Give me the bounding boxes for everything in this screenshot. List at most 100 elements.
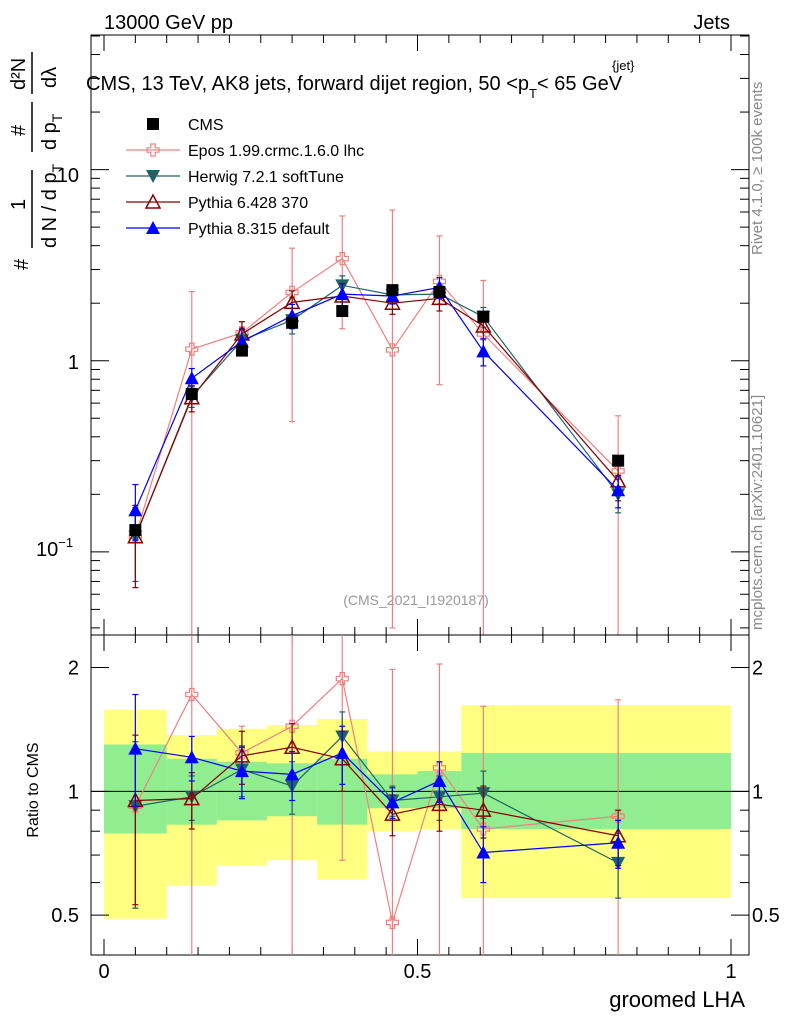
- ratio-open-cross-point: [335, 672, 349, 686]
- main-ylabel: # 1 d N / d pT # d pT d²N dλ: [8, 52, 65, 270]
- main-open-triangle-series: [127, 283, 627, 589]
- ratio-ytick-label-right: 1: [752, 781, 763, 803]
- main-triangle-point: [611, 483, 626, 497]
- main-triangle-series: [128, 277, 626, 541]
- ratio-open-cross-point: [185, 687, 199, 702]
- ratio-triangle-point: [611, 835, 626, 849]
- main-open-cross-point: [335, 252, 349, 266]
- ylabel-mid-den: d pT: [39, 113, 65, 150]
- ratio-triangle-point: [234, 764, 249, 778]
- main-square-point: [129, 524, 142, 537]
- ratio-open-triangle-point: [183, 790, 201, 806]
- main-square-point: [235, 344, 248, 357]
- legend-item: Epos 1.99.crmc.1.6.0 lhc: [126, 143, 364, 160]
- chart-title-sup: {jet}: [612, 58, 635, 73]
- ratio-open-cross-point: [432, 761, 447, 775]
- rivet-label: Rivet 4.1.0, ≥ 100k events: [749, 82, 766, 255]
- ratio-triangle-point: [184, 750, 199, 764]
- main-square-point: [336, 305, 349, 318]
- x-axis-label: groomed LHA: [609, 987, 745, 1012]
- main-panel: (CMS_2021_I1920187) CMS, 13 TeV, AK8 jet…: [86, 34, 750, 636]
- main-down-triangle-line: [134, 284, 619, 537]
- main-square-point: [286, 316, 299, 329]
- legend-marker: [146, 221, 160, 234]
- legend-label: Pythia 8.315 default: [188, 221, 330, 238]
- ratio-ylabel: Ratio to CMS: [25, 742, 42, 837]
- ratio-triangle-series: [128, 693, 626, 884]
- legend-marker: [144, 193, 162, 209]
- legend-item: Pythia 8.315 default: [126, 221, 330, 238]
- main-open-cross-point: [385, 343, 400, 357]
- main-square-series: [129, 284, 625, 537]
- ylabel-hash-2: #: [8, 124, 30, 136]
- chart-title-tail: < 65 GeV: [537, 73, 623, 95]
- ylabel-frac-num: 1: [8, 199, 30, 210]
- ratio-triangle-point: [285, 767, 300, 781]
- ylabel-hash-1: #: [11, 258, 33, 270]
- ratio-ytick-label: 1: [68, 781, 79, 803]
- ratio-ytick-label: 2: [68, 658, 79, 680]
- ratio-open-cross-point: [235, 746, 249, 760]
- ytick-label-1: 1: [68, 352, 79, 374]
- main-open-cross-series: [128, 209, 625, 635]
- ratio-open-triangle-point: [384, 805, 401, 821]
- main-open-cross-point: [185, 342, 199, 356]
- watermark: (CMS_2021_I1920187): [343, 592, 489, 608]
- main-triangle-point: [234, 334, 249, 348]
- main-square-point: [386, 284, 399, 297]
- ratio-panel: [90, 634, 750, 956]
- legend-marker: [146, 143, 160, 157]
- main-triangle-point: [476, 344, 491, 358]
- legend-item: CMS: [147, 117, 224, 134]
- ratio-open-cross-point: [385, 915, 400, 930]
- main-open-triangle-point: [475, 317, 492, 333]
- chart-title-sub: T: [529, 86, 537, 101]
- mcplots-label: mcplots.cern.ch [arXiv:2401.10621]: [749, 395, 766, 630]
- main-open-triangle-point: [127, 528, 144, 544]
- main-square-point: [185, 387, 198, 400]
- ytick-label-10: 10: [57, 165, 79, 187]
- header-right: Jets: [693, 12, 730, 34]
- main-triangle-point: [335, 287, 350, 301]
- main-triangle-point: [184, 371, 199, 385]
- chart-title-main: CMS, 13 TeV, AK8 jets, forward dijet reg…: [86, 73, 529, 95]
- ratio-ytick-label: 0.5: [51, 905, 79, 927]
- ratio-yticklabels: 0.5 0.5 1 1 2 2: [51, 658, 780, 928]
- ylabel-top-den: dλ: [39, 67, 61, 88]
- ylabel-frac-den: d N / d pT: [39, 163, 65, 248]
- legend-item: Pythia 6.428 370: [126, 193, 308, 212]
- ratio-triangle-point: [335, 745, 350, 759]
- ratio-triangle-point: [385, 795, 400, 809]
- ratio-ytick-label-right: 2: [752, 658, 763, 680]
- ytick-label-0p1: 10−1: [36, 535, 73, 561]
- ratio-open-triangle-point: [431, 795, 448, 812]
- main-yticklabels: 10−1 1 10: [36, 165, 79, 561]
- main-square-point: [612, 454, 625, 467]
- ratio-ytick-label-right: 0.5: [752, 905, 780, 927]
- legend-label: Epos 1.99.crmc.1.6.0 lhc: [188, 143, 364, 160]
- legend-label: CMS: [188, 117, 224, 134]
- ratio-triangle-point: [476, 845, 491, 859]
- x-tick-label: 0.5: [404, 961, 432, 983]
- legend-marker: [146, 170, 160, 183]
- x-tick-label: 1: [725, 961, 736, 983]
- main-square-point: [433, 285, 446, 298]
- x-ticklabels: 0 0.5 1: [98, 961, 736, 983]
- legend-label: Herwig 7.2.1 softTune: [188, 169, 344, 186]
- legend: CMS Epos 1.99.crmc.1.6.0 lhc Herwig 7.2.1 …: [126, 117, 364, 238]
- legend-label: Pythia 6.428 370: [188, 195, 308, 212]
- x-tick-label: 0: [98, 961, 109, 983]
- main-square-point: [477, 310, 490, 323]
- chart-title: CMS, 13 TeV, AK8 jets, forward dijet reg…: [86, 73, 623, 101]
- legend-marker: [147, 118, 159, 130]
- main-open-triangle-point: [384, 294, 401, 310]
- ratio-open-triangle-point: [475, 801, 492, 817]
- ratio-open-cross-point: [611, 809, 625, 823]
- main-triangle-point: [128, 503, 143, 517]
- ratio-triangle-point: [128, 741, 143, 755]
- ylabel-top-num: d²N: [8, 58, 30, 90]
- ratio-frame: [90, 634, 750, 956]
- ratio-triangle-point: [432, 773, 447, 787]
- legend-item: Herwig 7.2.1 softTune: [126, 169, 344, 186]
